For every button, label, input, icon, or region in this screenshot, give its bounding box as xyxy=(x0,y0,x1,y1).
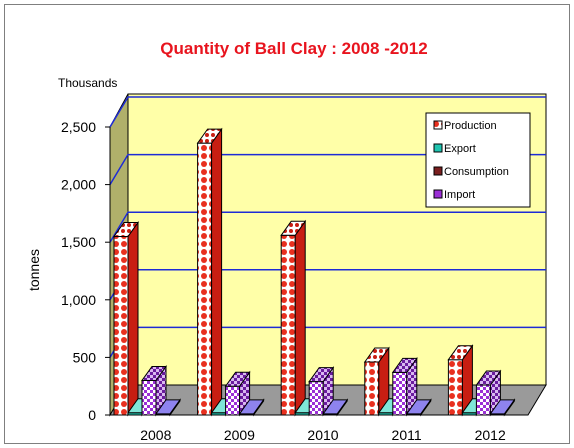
bar-front xyxy=(197,142,213,416)
bar-top xyxy=(196,128,223,144)
bar-top xyxy=(489,399,516,415)
bar-top xyxy=(238,399,265,415)
bar-side xyxy=(211,127,223,417)
x-tick-label: 2008 xyxy=(140,427,171,443)
bar-front xyxy=(364,361,380,416)
y-tick-label: 1,500 xyxy=(61,234,96,250)
y-tick-label: 2,500 xyxy=(61,119,96,135)
y-tick-label: 500 xyxy=(73,349,97,365)
y-tick-label: 0 xyxy=(88,407,96,423)
gridline xyxy=(109,96,546,128)
bar-front xyxy=(113,235,129,416)
bar-top xyxy=(363,347,390,363)
y-tick-label: 2,000 xyxy=(61,177,96,193)
bar-top xyxy=(155,399,181,415)
x-tick-label: 2011 xyxy=(392,427,422,443)
chart-title: Quantity of Ball Clay : 2008 -2012 xyxy=(160,39,427,58)
bar-front xyxy=(225,385,241,416)
bar-production-2010 xyxy=(280,219,307,417)
y-axis-ticks: 0 500 1,000 1,500 2,000 2,500 xyxy=(61,119,111,423)
legend-box xyxy=(425,112,531,208)
y-tick-label: 1,000 xyxy=(61,292,96,308)
bar-front xyxy=(280,234,296,416)
bar-top xyxy=(280,220,307,236)
x-axis-labels: 2008 2009 2010 2011 2012 xyxy=(110,414,528,443)
x-tick-label: 2009 xyxy=(224,427,255,443)
y-axis-label: tonnes xyxy=(26,249,42,291)
bar-production-2011 xyxy=(363,346,390,417)
legend: Production Export Consumption Import xyxy=(425,112,531,208)
legend-label-import: Import xyxy=(444,189,475,201)
bar-front xyxy=(447,359,463,416)
bar-front xyxy=(141,379,157,416)
bar-front xyxy=(308,381,324,416)
bar-side xyxy=(294,219,306,417)
units-label: Thousands xyxy=(58,76,117,90)
x-tick-label: 2010 xyxy=(307,427,338,443)
bar-top xyxy=(322,399,349,415)
legend-swatch-consumption xyxy=(433,166,443,176)
legend-swatch-production xyxy=(433,120,443,130)
bar-import-2010 xyxy=(322,398,349,417)
bar-import-2012 xyxy=(489,398,516,417)
bar-consumption-2011 xyxy=(391,356,418,417)
bar-top xyxy=(405,399,432,415)
bar-front xyxy=(392,371,408,416)
bars xyxy=(113,127,516,417)
bar-top xyxy=(224,371,251,387)
bar-top xyxy=(475,370,502,386)
x-tick-label: 2012 xyxy=(475,427,506,443)
bar-import-2011 xyxy=(405,398,432,417)
gridline xyxy=(109,153,546,185)
bar-top xyxy=(141,365,167,381)
bar-top xyxy=(308,367,335,383)
legend-swatch-import xyxy=(433,189,443,199)
legend-label-export: Export xyxy=(444,143,476,155)
bar-front xyxy=(475,384,491,416)
bar-consumption-2010 xyxy=(308,366,335,417)
legend-label-production: Production xyxy=(444,120,497,132)
legend-label-consumption: Consumption xyxy=(444,166,509,178)
bar-production-2009 xyxy=(196,127,223,417)
legend-swatch-export xyxy=(433,143,443,153)
bar-consumption-2008 xyxy=(141,364,167,417)
bar-consumption-2009 xyxy=(224,370,251,417)
bar-top xyxy=(447,345,474,361)
bar-top xyxy=(113,221,139,237)
bar-production-2008 xyxy=(113,220,139,417)
bar-top xyxy=(391,357,418,373)
bar-side xyxy=(127,220,139,417)
gridline xyxy=(109,211,546,243)
